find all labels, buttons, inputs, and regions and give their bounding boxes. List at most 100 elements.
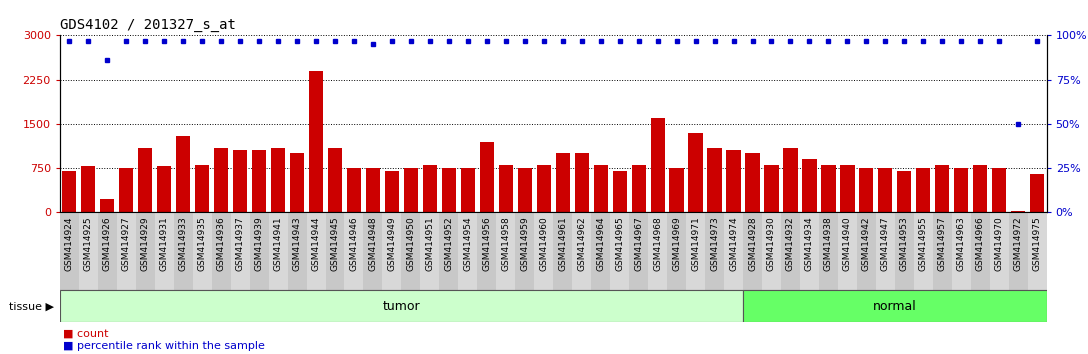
Bar — [952, 212, 970, 290]
Bar — [423, 165, 437, 212]
Bar — [193, 212, 212, 290]
Bar — [176, 136, 190, 212]
Bar — [60, 212, 78, 290]
Text: ■ count: ■ count — [63, 328, 109, 338]
Bar — [307, 212, 325, 290]
Bar — [631, 165, 646, 212]
Text: GSM414956: GSM414956 — [482, 216, 492, 271]
Text: GSM414928: GSM414928 — [749, 216, 757, 271]
Text: GSM414953: GSM414953 — [900, 216, 908, 271]
Bar — [82, 166, 96, 212]
Bar — [480, 142, 494, 212]
Text: GSM414954: GSM414954 — [463, 216, 472, 271]
Bar — [821, 165, 836, 212]
Text: GSM414945: GSM414945 — [331, 216, 339, 271]
Bar — [401, 212, 420, 290]
Text: GSM414960: GSM414960 — [540, 216, 548, 271]
Bar — [458, 212, 478, 290]
Text: GDS4102 / 201327_s_at: GDS4102 / 201327_s_at — [60, 18, 236, 32]
Text: GSM414938: GSM414938 — [824, 216, 833, 271]
Bar — [743, 212, 762, 290]
Bar — [554, 212, 572, 290]
Bar — [669, 168, 683, 212]
Bar — [800, 212, 819, 290]
Bar — [992, 168, 1006, 212]
Bar — [857, 212, 876, 290]
Bar — [687, 212, 705, 290]
Bar — [269, 212, 287, 290]
Bar — [249, 212, 269, 290]
Bar — [271, 148, 285, 212]
Bar — [1011, 211, 1025, 212]
Bar — [442, 168, 456, 212]
Text: GSM414961: GSM414961 — [558, 216, 567, 271]
Bar — [667, 212, 687, 290]
Bar — [252, 150, 267, 212]
Bar — [840, 165, 854, 212]
Bar — [366, 168, 380, 212]
Bar — [231, 212, 249, 290]
Text: GSM414949: GSM414949 — [387, 216, 396, 271]
Text: GSM414964: GSM414964 — [596, 216, 605, 271]
Bar — [990, 212, 1009, 290]
Bar — [498, 165, 512, 212]
Text: GSM414951: GSM414951 — [425, 216, 434, 271]
Bar — [651, 118, 665, 212]
Bar — [478, 212, 496, 290]
Bar — [98, 212, 116, 290]
Text: GSM414932: GSM414932 — [786, 216, 795, 271]
Bar — [594, 165, 608, 212]
Text: GSM414941: GSM414941 — [273, 216, 283, 271]
Text: GSM414955: GSM414955 — [918, 216, 928, 271]
Bar — [765, 165, 779, 212]
Bar — [745, 153, 759, 212]
Bar — [309, 71, 323, 212]
Text: tissue ▶: tissue ▶ — [10, 301, 54, 311]
Text: GSM414935: GSM414935 — [198, 216, 207, 271]
Bar — [970, 212, 990, 290]
Text: GSM414965: GSM414965 — [615, 216, 625, 271]
Bar — [762, 212, 781, 290]
Bar — [233, 150, 247, 212]
Bar — [289, 153, 305, 212]
Bar — [347, 168, 361, 212]
Bar — [689, 133, 703, 212]
Text: GSM414948: GSM414948 — [369, 216, 378, 271]
Bar — [802, 159, 817, 212]
Bar — [932, 212, 952, 290]
Text: GSM414931: GSM414931 — [160, 216, 169, 271]
Bar — [876, 212, 894, 290]
Bar — [898, 171, 912, 212]
Bar — [936, 165, 950, 212]
Bar — [363, 212, 383, 290]
Bar — [496, 212, 516, 290]
Text: GSM414924: GSM414924 — [65, 216, 74, 271]
Text: GSM414942: GSM414942 — [862, 216, 870, 271]
Bar — [878, 168, 892, 212]
Text: GSM414967: GSM414967 — [634, 216, 643, 271]
Bar — [440, 212, 458, 290]
Text: GSM414939: GSM414939 — [255, 216, 263, 271]
Bar — [954, 168, 968, 212]
Text: GSM414936: GSM414936 — [217, 216, 225, 271]
Bar — [154, 212, 174, 290]
Bar — [120, 167, 134, 212]
Bar — [724, 212, 743, 290]
Bar — [648, 212, 667, 290]
Bar — [860, 168, 874, 212]
Bar — [62, 171, 76, 212]
Text: GSM414968: GSM414968 — [653, 216, 663, 271]
Bar — [916, 168, 930, 212]
Text: GSM414969: GSM414969 — [672, 216, 681, 271]
Text: GSM414972: GSM414972 — [1014, 216, 1023, 271]
Bar — [327, 148, 342, 212]
Bar — [610, 212, 629, 290]
Text: ■ percentile rank within the sample: ■ percentile rank within the sample — [63, 341, 265, 351]
Text: GSM414970: GSM414970 — [994, 216, 1004, 271]
Bar — [136, 212, 154, 290]
Bar — [195, 165, 209, 212]
Bar — [838, 212, 857, 290]
Text: GSM414952: GSM414952 — [444, 216, 454, 271]
Text: GSM414963: GSM414963 — [956, 216, 966, 271]
Text: GSM414962: GSM414962 — [578, 216, 586, 271]
